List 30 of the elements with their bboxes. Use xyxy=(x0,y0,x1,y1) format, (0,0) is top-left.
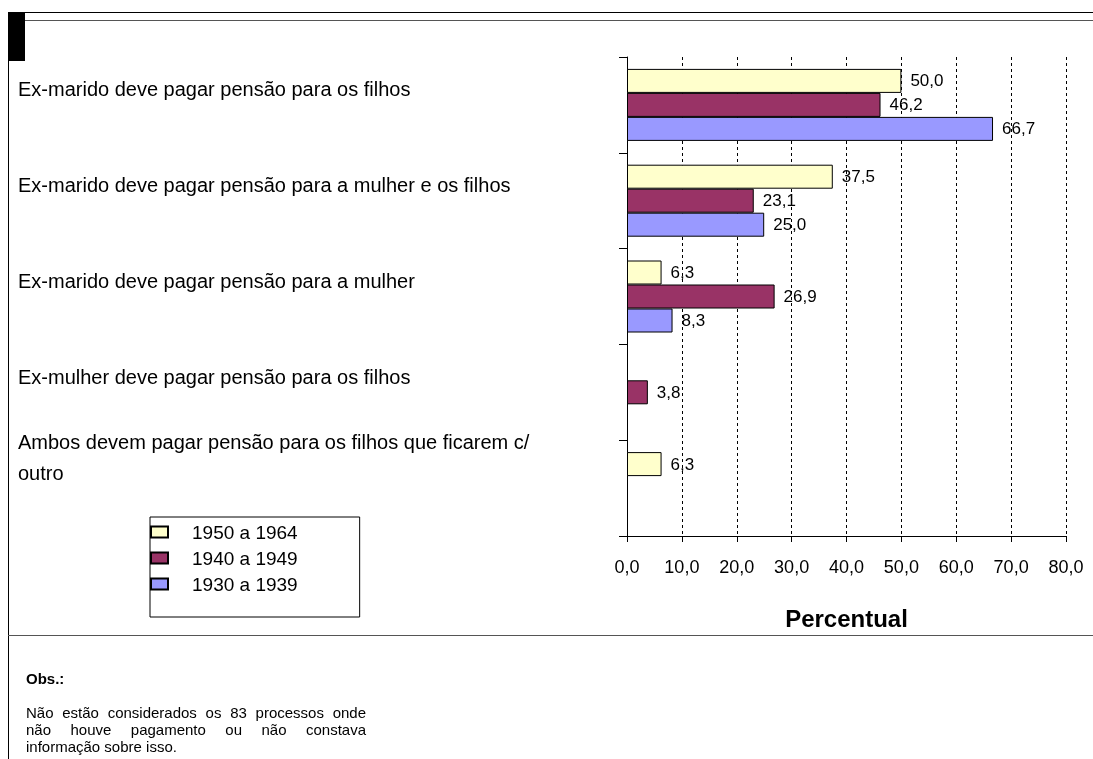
y-tick-label: Ambos devem pagar pensão para os filhos que ficarem c/ outro xyxy=(18,430,535,484)
x-tick-label: 30,0 xyxy=(774,557,810,577)
data-label: 66,7 xyxy=(1002,119,1036,139)
x-tick-label: 10,0 xyxy=(664,557,700,577)
y-tick-label: Ex-mulher deve pagar pensão para os filhos xyxy=(18,365,411,388)
data-label: 25,0 xyxy=(773,215,807,235)
x-tick-label: 70,0 xyxy=(993,557,1029,577)
y-tick-label: Ex-marido deve pagar pensão para a mulher e os filhos xyxy=(18,174,511,197)
x-tick-label: 50,0 xyxy=(883,557,919,577)
legend-label: 1950 a 1964 xyxy=(192,521,299,543)
x-tick-label: 20,0 xyxy=(719,557,755,577)
data-label: 46,2 xyxy=(889,95,923,115)
x-tick-label: 0,0 xyxy=(614,557,640,577)
legend-label: 1940 a 1949 xyxy=(192,547,298,569)
data-label: 6,3 xyxy=(670,454,695,474)
x-axis-title: Percentual xyxy=(785,604,908,632)
data-label: 50,0 xyxy=(910,71,944,91)
data-label: 8,3 xyxy=(681,311,706,330)
data-label: 37,5 xyxy=(841,167,875,187)
y-tick-label: Ex-marido deve pagar pensão para a mulher xyxy=(18,270,416,292)
data-label: 3,8 xyxy=(656,382,681,402)
text: Não estão considerados os 83 processos onde não houve pagamento ou não constava informação sobre isso. xyxy=(26,704,366,755)
x-tick-label: 60,0 xyxy=(938,557,974,577)
x-tick-label: 40,0 xyxy=(828,557,865,577)
text: Obs.: xyxy=(26,670,66,687)
y-tick-label: Ex-marido deve pagar pensão para os filhos xyxy=(18,78,411,101)
x-tick-label: 80,0 xyxy=(1048,557,1084,577)
data-label: 26,9 xyxy=(783,287,817,306)
legend-label: 1930 a 1939 xyxy=(192,573,298,595)
data-label: 6,3 xyxy=(670,263,695,282)
